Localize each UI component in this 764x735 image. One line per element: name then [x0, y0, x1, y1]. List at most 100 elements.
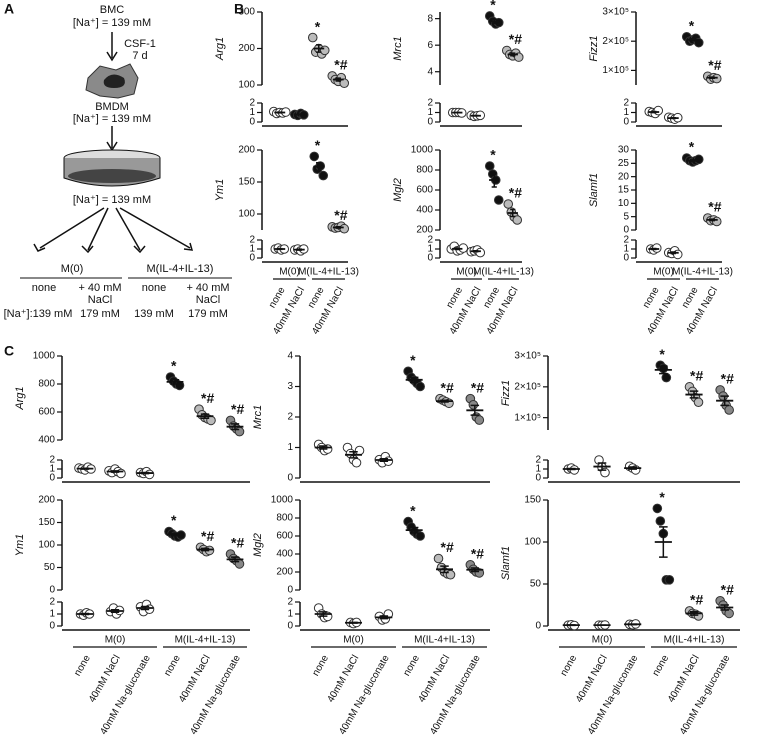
annotation: *# [708, 199, 721, 215]
y-tick-label: 1 [427, 244, 433, 255]
error-bar [567, 467, 576, 471]
y-tick-label: 30 [618, 145, 630, 156]
data-point [653, 105, 664, 116]
panel-label: A [4, 1, 14, 17]
error-bar [230, 423, 240, 431]
data-point [234, 426, 245, 437]
error-bar [140, 605, 150, 611]
annotation: *# [721, 371, 734, 387]
data-point [354, 445, 365, 456]
y-tick-label: 0 [49, 473, 55, 484]
annotation: * [171, 358, 177, 374]
group-label: M(0) [61, 263, 84, 275]
y-tick-label: 0 [49, 585, 55, 596]
label: [Na⁺] = 139 mM [73, 194, 151, 206]
annotation: *# [708, 57, 721, 73]
y-axis-label: Mrc1 [252, 405, 264, 429]
annotation: * [689, 139, 695, 155]
error-bar [318, 611, 328, 617]
error-bar [454, 247, 460, 251]
annotation: * [689, 18, 695, 34]
annotation: * [410, 502, 416, 518]
error-bar [491, 172, 497, 188]
y-tick-label: 1 [427, 107, 433, 118]
data-point [474, 568, 485, 578]
error-bar [470, 404, 480, 416]
error-bar [110, 609, 120, 613]
y-tick-label: 6 [427, 40, 433, 51]
y-axis-label: Mgl2 [252, 533, 264, 557]
group-label: M(0) [456, 267, 477, 278]
y-tick-label: 800 [38, 379, 55, 390]
error-bar [473, 249, 479, 253]
error-bar [689, 390, 699, 399]
y-tick-label: 1 [535, 464, 541, 475]
group-label: M(0) [343, 635, 364, 646]
data-point [693, 154, 704, 165]
error-bar [349, 451, 358, 459]
label: [Na⁺] = 139 mM [73, 17, 151, 29]
y-tick-label: 1 [287, 442, 293, 453]
data-point [512, 215, 523, 225]
y-tick-label: 0 [287, 621, 293, 632]
data-point [307, 32, 318, 43]
y-tick-label: 2 [287, 597, 293, 608]
y-tick-label: 1×10⁵ [602, 65, 629, 76]
y-tick-label: 2 [535, 455, 541, 466]
error-bar [140, 471, 150, 475]
error-bar [690, 159, 696, 163]
group-label: M(IL-4+IL-13) [664, 635, 725, 646]
arrow-head [106, 51, 118, 62]
error-bar [651, 110, 657, 114]
data-point [503, 199, 514, 209]
y-tick-label: 0 [535, 621, 541, 632]
data-point [339, 78, 350, 88]
error-bar [200, 547, 210, 552]
data-point [484, 161, 495, 171]
error-bar [80, 467, 90, 470]
y-tick-label: 1000 [411, 145, 434, 156]
label: BMDM [95, 101, 129, 113]
error-bar [80, 612, 90, 616]
y-tick-label: 1×10⁵ [514, 412, 541, 423]
error-bar [318, 445, 328, 450]
error-bar [709, 76, 715, 80]
error-bar [670, 116, 676, 120]
nucleus [103, 74, 125, 88]
data-point [309, 151, 320, 162]
annotation: * [659, 489, 665, 505]
annotation: *# [334, 207, 347, 223]
y-tick-label: 0 [427, 117, 433, 128]
y-tick-label: 2 [49, 455, 55, 466]
label: BMC [100, 4, 125, 16]
data-point [493, 195, 504, 205]
error-bar [720, 604, 729, 611]
annotation: * [315, 18, 321, 34]
y-tick-label: 2 [287, 412, 293, 423]
y-tick-label: 2 [623, 235, 629, 246]
y-tick-label: 800 [276, 513, 293, 524]
error-bar [170, 379, 180, 385]
error-bar [296, 113, 302, 116]
y-tick-label: 15 [618, 185, 630, 196]
y-axis-label: Fizz1 [588, 35, 600, 61]
error-bar [379, 615, 389, 620]
error-bar [200, 413, 210, 420]
data-point [664, 575, 675, 585]
annotation: * [490, 0, 496, 13]
y-tick-label: 8 [427, 13, 433, 24]
y-tick-label: 1 [249, 107, 255, 118]
condition: NaCl [88, 294, 112, 306]
error-bar [628, 623, 637, 626]
data-point [415, 531, 425, 541]
x-tick-label: 40mM NaCl [574, 653, 610, 704]
error-bar [470, 567, 480, 573]
annotation: *# [231, 535, 244, 551]
y-tick-label: 3×10⁵ [514, 351, 541, 362]
y-tick-label: 200 [416, 225, 433, 236]
y-tick-label: 0 [249, 117, 255, 128]
y-tick-label: 4 [427, 66, 433, 77]
annotation: * [410, 352, 416, 368]
data-point [724, 608, 734, 619]
arrow [115, 207, 141, 251]
